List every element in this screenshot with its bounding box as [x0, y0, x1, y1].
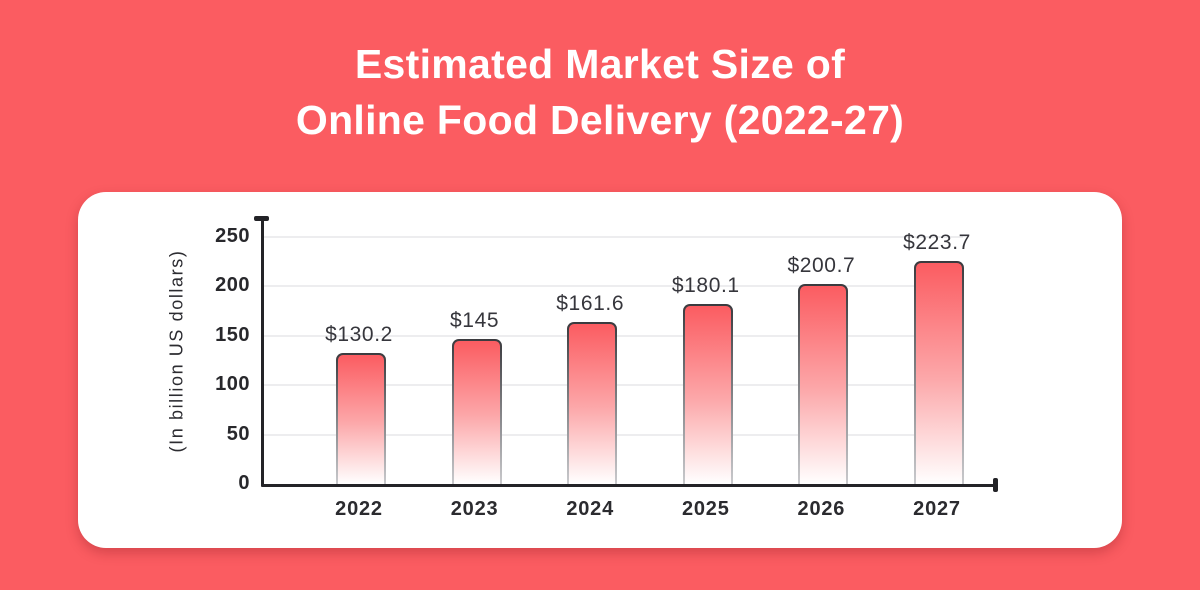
bar-value-label-2025: $180.1 [671, 274, 740, 297]
x-axis-line [261, 484, 997, 487]
bar-value-label-2022: $130.2 [325, 323, 393, 346]
x-tick-label-2022: 2022 [335, 498, 383, 520]
gridline-250 [263, 236, 963, 238]
bar-2024 [567, 322, 617, 484]
bar-2027 [914, 261, 964, 484]
bar-2022 [336, 353, 386, 484]
y-tick-label-250: 250 [215, 225, 250, 247]
bar-value-label-2027: $223.7 [903, 231, 971, 254]
y-tick-label-100: 100 [215, 373, 250, 396]
bar-value-label-2023: $145 [450, 309, 500, 332]
y-tick-label-0: 0 [238, 472, 250, 494]
y-axis-line [261, 218, 264, 486]
bar-2025 [683, 304, 733, 484]
chart-title-line-2: Online Food Delivery (2022-27) [295, 97, 905, 143]
x-tick-label-2023: 2023 [450, 498, 499, 520]
bar-2026 [798, 284, 848, 484]
x-tick-label-2024: 2024 [566, 498, 615, 520]
y-tick-label-150: 150 [215, 323, 250, 346]
bar-value-label-2026: $200.7 [787, 254, 856, 277]
y-axis-top-tick [254, 216, 269, 221]
bar-2023 [452, 339, 502, 484]
y-tick-label-50: 50 [226, 422, 250, 445]
x-tick-label-2026: 2026 [797, 498, 846, 520]
x-tick-label-2027: 2027 [913, 498, 961, 520]
plot-area: $130.2 $145 $161.6 $180.1 $200.7 $223.7 [262, 218, 997, 484]
gridline-200 [263, 285, 963, 288]
chart-card: (In billion US dollars) $130.2 $145 $161.6… [78, 192, 1122, 548]
chart-title: Estimated Market Size of Online Food Del… [0, 36, 1200, 148]
y-tick-label-200: 200 [215, 274, 250, 297]
bar-value-label-2024: $161.6 [556, 292, 625, 315]
chart-title-line-1: Estimated Market Size of [354, 41, 846, 87]
x-axis-end-tick [993, 478, 998, 492]
x-tick-label-2025: 2025 [681, 498, 730, 520]
